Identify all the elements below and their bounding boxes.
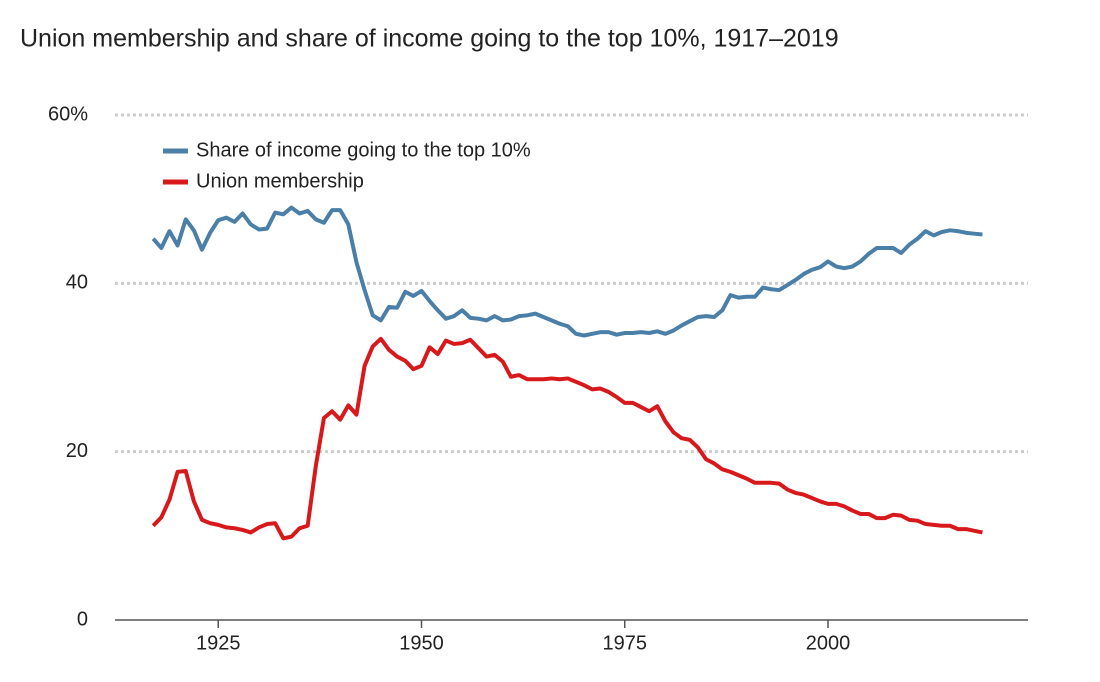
x-tick-label: 1950 (399, 632, 444, 654)
y-tick-label: 40 (66, 272, 88, 294)
data-line (151, 336, 983, 541)
chart-title: Union membership and share of income goi… (20, 25, 839, 53)
x-tick-label: 1975 (603, 632, 648, 654)
legend-label: Union membership (196, 170, 364, 192)
y-tick-label: 60% (48, 103, 88, 125)
data-line (151, 205, 983, 338)
legend-label: Share of income going to the top 10% (196, 139, 531, 161)
x-tick-label: 1925 (196, 632, 241, 654)
x-tick-label: 2000 (806, 632, 851, 654)
y-tick-label: 20 (66, 440, 88, 462)
y-tick-label: 0 (77, 608, 88, 630)
